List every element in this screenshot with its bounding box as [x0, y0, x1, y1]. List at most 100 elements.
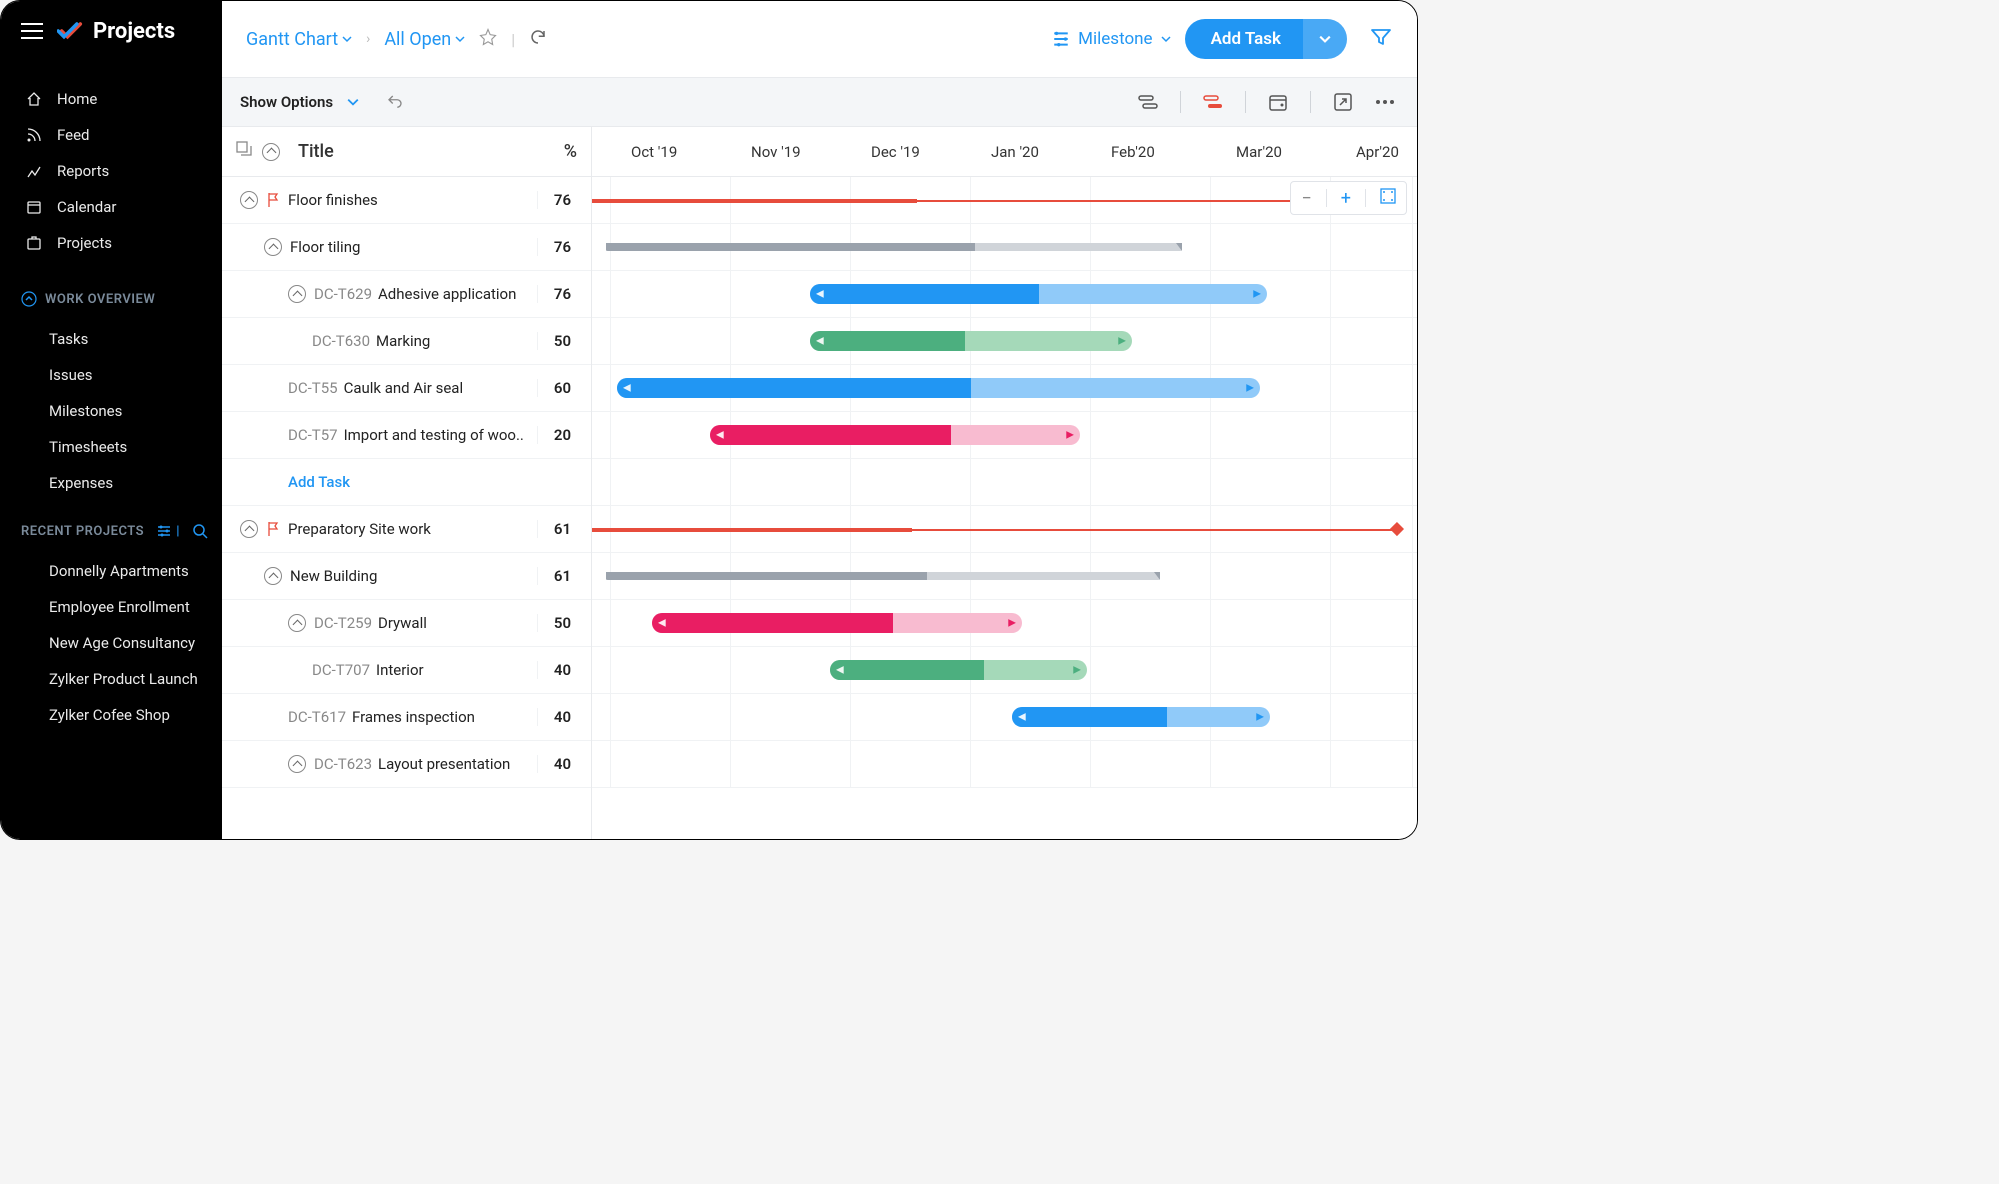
- more-icon[interactable]: [1371, 88, 1399, 116]
- task-row[interactable]: DC-T629Adhesive application76: [222, 271, 591, 318]
- task-bar[interactable]: ◀▶: [830, 660, 1087, 680]
- task-row[interactable]: DC-T630Marking50: [222, 318, 591, 365]
- today-icon[interactable]: [1264, 88, 1292, 116]
- add-task-row[interactable]: Add Task: [222, 459, 591, 506]
- nav-sub-timesheets[interactable]: Timesheets: [1, 429, 222, 465]
- filter-icon[interactable]: [1369, 25, 1393, 53]
- zoom-out-button[interactable]: −: [1297, 188, 1315, 209]
- add-task-label[interactable]: Add Task: [288, 473, 537, 491]
- recent-project-item[interactable]: Employee Enrollment: [1, 589, 222, 625]
- bar-handle-right-icon[interactable]: ▶: [1256, 712, 1264, 723]
- bar-handle-left-icon[interactable]: ◀: [658, 618, 666, 629]
- list-config-icon[interactable]: [236, 141, 252, 162]
- task-pct: 60: [537, 379, 591, 397]
- task-bar[interactable]: ◀▶: [652, 613, 1022, 633]
- task-row[interactable]: Floor finishes76: [222, 177, 591, 224]
- bar-handle-left-icon[interactable]: ◀: [816, 336, 824, 347]
- bar-handle-left-icon[interactable]: ◀: [816, 289, 824, 300]
- expand-toggle[interactable]: [240, 520, 258, 538]
- task-pct: 20: [537, 426, 591, 444]
- brand-logo[interactable]: Projects: [57, 17, 175, 45]
- critical-path-icon[interactable]: [1199, 88, 1227, 116]
- baseline-icon[interactable]: [1134, 88, 1162, 116]
- nav-reports[interactable]: Reports: [1, 153, 222, 189]
- group-bar[interactable]: [606, 572, 1160, 580]
- grouping-select[interactable]: Milestone: [1052, 29, 1170, 49]
- zoom-in-button[interactable]: +: [1337, 188, 1355, 209]
- home-icon: [25, 90, 43, 108]
- nav-calendar[interactable]: Calendar: [1, 189, 222, 225]
- expand-toggle[interactable]: [288, 614, 306, 632]
- expand-toggle[interactable]: [264, 238, 282, 256]
- task-row[interactable]: New Building61: [222, 553, 591, 600]
- breadcrumb-view[interactable]: Gantt Chart: [246, 29, 352, 50]
- bar-handle-right-icon[interactable]: ▶: [1008, 618, 1016, 629]
- task-title: Layout presentation: [378, 755, 510, 773]
- expand-toggle[interactable]: [288, 755, 306, 773]
- task-row[interactable]: DC-T57Import and testing of woo..20: [222, 412, 591, 459]
- nav-label: Projects: [57, 234, 112, 252]
- task-row[interactable]: DC-T623Layout presentation40: [222, 741, 591, 788]
- chevron-down-icon: [342, 34, 352, 44]
- group-bar[interactable]: [606, 243, 1182, 251]
- settings-icon[interactable]: [156, 523, 172, 539]
- add-task-dropdown[interactable]: [1303, 19, 1347, 59]
- recent-project-item[interactable]: New Age Consultancy: [1, 625, 222, 661]
- fullscreen-icon[interactable]: [1329, 88, 1357, 116]
- task-code: DC-T707: [312, 661, 370, 679]
- expand-toggle[interactable]: [264, 567, 282, 585]
- task-row[interactable]: DC-T259Drywall50: [222, 600, 591, 647]
- task-code: DC-T55: [288, 379, 338, 397]
- bar-handle-right-icon[interactable]: ▶: [1073, 665, 1081, 676]
- task-row[interactable]: DC-T617Frames inspection40: [222, 694, 591, 741]
- chevron-down-icon[interactable]: [347, 96, 359, 108]
- bar-handle-right-icon[interactable]: ▶: [1066, 430, 1074, 441]
- breadcrumb-filter[interactable]: All Open: [384, 29, 465, 50]
- expand-toggle[interactable]: [288, 285, 306, 303]
- task-row[interactable]: Preparatory Site work61: [222, 506, 591, 553]
- task-bar[interactable]: ◀▶: [1012, 707, 1270, 727]
- task-pct: 40: [537, 661, 591, 679]
- nav-home[interactable]: Home: [1, 81, 222, 117]
- feed-icon: [25, 126, 43, 144]
- bar-handle-left-icon[interactable]: ◀: [716, 430, 724, 441]
- timeline-row: ◀▶: [592, 694, 1417, 741]
- favorite-icon[interactable]: [479, 28, 497, 50]
- recent-project-item[interactable]: Donnelly Apartments: [1, 553, 222, 589]
- nav-sub-milestones[interactable]: Milestones: [1, 393, 222, 429]
- task-pct: 40: [537, 708, 591, 726]
- fit-button[interactable]: [1376, 188, 1400, 209]
- bar-handle-left-icon[interactable]: ◀: [1018, 712, 1026, 723]
- recent-project-item[interactable]: Zylker Product Launch: [1, 661, 222, 697]
- milestone-line[interactable]: [592, 200, 1385, 202]
- nav-projects[interactable]: Projects: [1, 225, 222, 261]
- menu-toggle[interactable]: [21, 23, 43, 39]
- undo-icon[interactable]: [381, 88, 409, 116]
- task-row[interactable]: DC-T55Caulk and Air seal60: [222, 365, 591, 412]
- nav-label: Reports: [57, 162, 109, 180]
- milestone-diamond-icon[interactable]: [1390, 522, 1404, 536]
- nav-sub-tasks[interactable]: Tasks: [1, 321, 222, 357]
- bar-handle-right-icon[interactable]: ▶: [1253, 289, 1261, 300]
- expand-toggle[interactable]: [240, 191, 258, 209]
- nav-feed[interactable]: Feed: [1, 117, 222, 153]
- task-bar[interactable]: ◀▶: [710, 425, 1080, 445]
- search-icon[interactable]: [192, 523, 208, 539]
- bar-handle-right-icon[interactable]: ▶: [1246, 383, 1254, 394]
- bar-handle-left-icon[interactable]: ◀: [623, 383, 631, 394]
- show-options-label[interactable]: Show Options: [240, 93, 333, 111]
- recent-project-item[interactable]: Zylker Cofee Shop: [1, 697, 222, 733]
- task-row[interactable]: Floor tiling76: [222, 224, 591, 271]
- add-task-button[interactable]: Add Task: [1185, 19, 1347, 59]
- nav-sub-expenses[interactable]: Expenses: [1, 465, 222, 501]
- task-bar[interactable]: ◀▶: [617, 378, 1260, 398]
- nav-sub-issues[interactable]: Issues: [1, 357, 222, 393]
- collapse-all-icon[interactable]: [262, 143, 280, 161]
- milestone-line[interactable]: [592, 529, 1392, 531]
- task-row[interactable]: DC-T707Interior40: [222, 647, 591, 694]
- bar-handle-right-icon[interactable]: ▶: [1118, 336, 1126, 347]
- bar-handle-left-icon[interactable]: ◀: [836, 665, 844, 676]
- task-bar[interactable]: ◀▶: [810, 331, 1132, 351]
- refresh-icon[interactable]: [529, 28, 547, 50]
- task-bar[interactable]: ◀▶: [810, 284, 1267, 304]
